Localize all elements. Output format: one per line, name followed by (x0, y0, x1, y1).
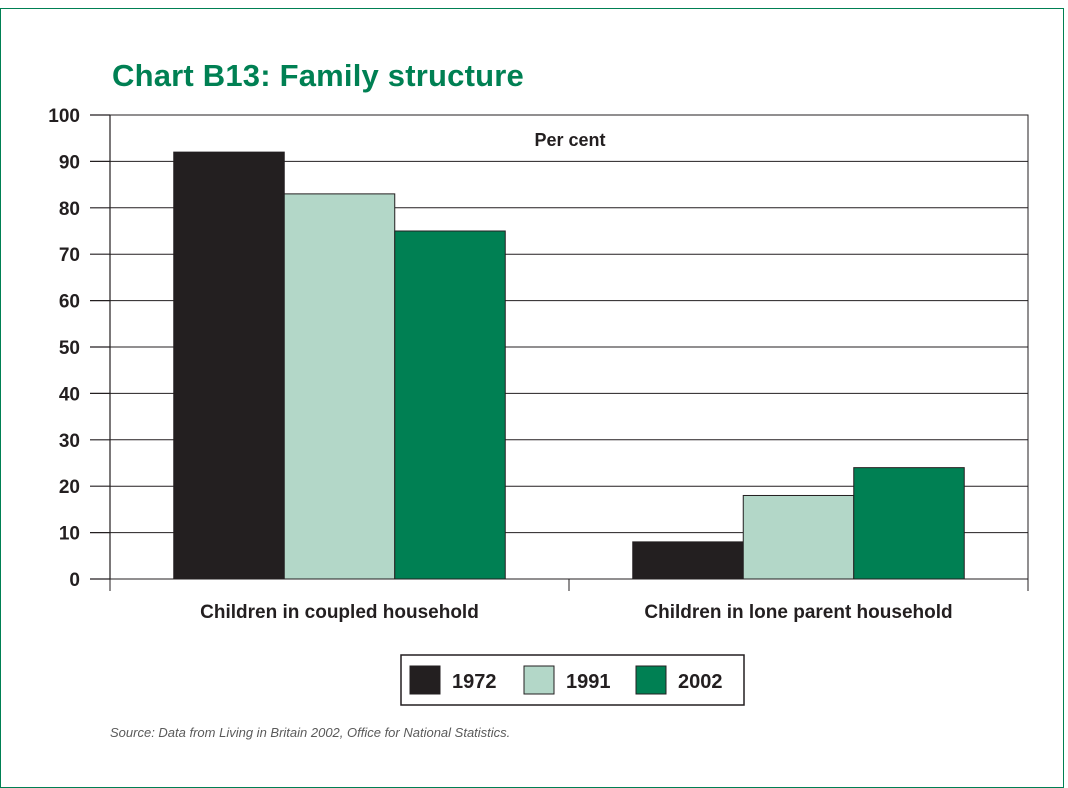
bar-1991-lone-parent (742, 494, 855, 580)
legend-label-2002: 2002 (678, 671, 723, 693)
bar-1972-lone-parent (632, 541, 744, 580)
y-tick-label: 80 (59, 199, 80, 220)
bar-chart: 0 10 20 30 40 50 60 70 80 90 100 Per cent Children i… (48, 106, 1029, 706)
y-tick-label: 90 (59, 152, 80, 173)
legend (400, 654, 745, 706)
y-tick-label: 70 (59, 245, 80, 266)
legend-swatch-2002 (635, 665, 667, 695)
y-tick-label: 30 (59, 431, 80, 452)
bar-2002-coupled (394, 230, 506, 580)
legend-swatch-1972 (409, 665, 441, 695)
bar-2002-lone-parent (853, 467, 965, 580)
source-note: Source: Data from Living in Britain 2002… (110, 725, 511, 740)
y-tick-label: 40 (59, 384, 80, 405)
y-tick-label: 20 (59, 477, 80, 498)
bar-1991-coupled (283, 193, 396, 580)
y-tick-label: 50 (59, 338, 80, 359)
x-category-label: Children in lone parent household (644, 602, 952, 623)
y-tick-label: 100 (48, 106, 80, 127)
y-tick-label: 0 (69, 570, 80, 591)
legend-label-1972: 1972 (452, 671, 497, 693)
y-tick-label: 60 (59, 292, 80, 313)
y-tick-label: 10 (59, 524, 80, 545)
chart-title: Chart B13: Family structure (112, 58, 524, 93)
bar-1972-coupled (173, 151, 285, 580)
y-axis-label: Per cent (534, 130, 605, 150)
x-category-label: Children in coupled household (200, 602, 479, 623)
legend-label-1991: 1991 (566, 671, 611, 693)
legend-swatch-1991 (523, 665, 555, 695)
